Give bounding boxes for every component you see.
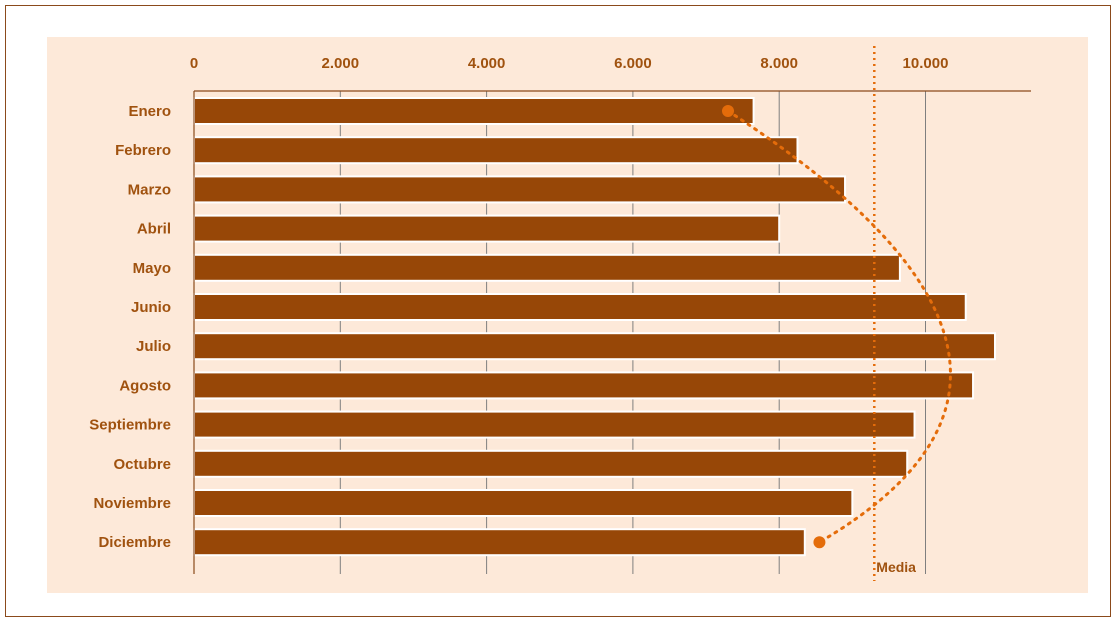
category-label: Julio <box>136 338 171 355</box>
trend-end-dot <box>813 536 826 549</box>
x-tick-label: 10.000 <box>903 55 949 72</box>
bar <box>193 97 755 125</box>
category-label: Marzo <box>128 181 171 198</box>
x-tick-label: 4.000 <box>468 55 506 72</box>
bar <box>193 253 901 282</box>
category-label: Octubre <box>113 456 171 473</box>
bar <box>193 528 806 557</box>
mean-marker: Media <box>873 46 916 581</box>
category-label: Noviembre <box>93 495 171 512</box>
category-label: Junio <box>131 299 171 316</box>
mean-label: Media <box>876 559 916 575</box>
bar <box>193 175 847 204</box>
x-tick-label: 2.000 <box>322 55 360 72</box>
trend-curve <box>721 105 952 549</box>
bar-chart: 0 2.000 4.000 6.000 8.000 10.000 Enero Febrero… <box>47 37 1088 593</box>
trend-start-dot <box>721 105 734 117</box>
bars <box>193 97 996 557</box>
bar <box>193 410 916 439</box>
category-label: Mayo <box>133 260 171 277</box>
x-tick-label: 0 <box>190 55 198 72</box>
trend-line <box>726 109 952 544</box>
x-tick-label: 8.000 <box>760 55 798 72</box>
category-label: Febrero <box>115 142 171 159</box>
bar <box>193 489 854 517</box>
category-label: Agosto <box>119 377 171 394</box>
bar <box>193 136 799 165</box>
chart-frame: 0 2.000 4.000 6.000 8.000 10.000 Enero Febrero… <box>5 5 1111 617</box>
category-labels: Enero Febrero Marzo Abril Mayo Junio Julio Agos… <box>89 103 171 551</box>
bar <box>193 293 967 321</box>
bar <box>193 449 909 478</box>
bar <box>193 214 781 243</box>
x-tick-label: 6.000 <box>614 55 652 72</box>
category-label: Abril <box>137 221 171 238</box>
category-label: Septiembre <box>89 417 171 434</box>
bar <box>193 332 996 361</box>
bar <box>193 371 975 400</box>
x-axis: 0 2.000 4.000 6.000 8.000 10.000 <box>190 55 1031 574</box>
category-label: Enero <box>128 103 171 120</box>
category-label: Diciembre <box>98 534 171 551</box>
